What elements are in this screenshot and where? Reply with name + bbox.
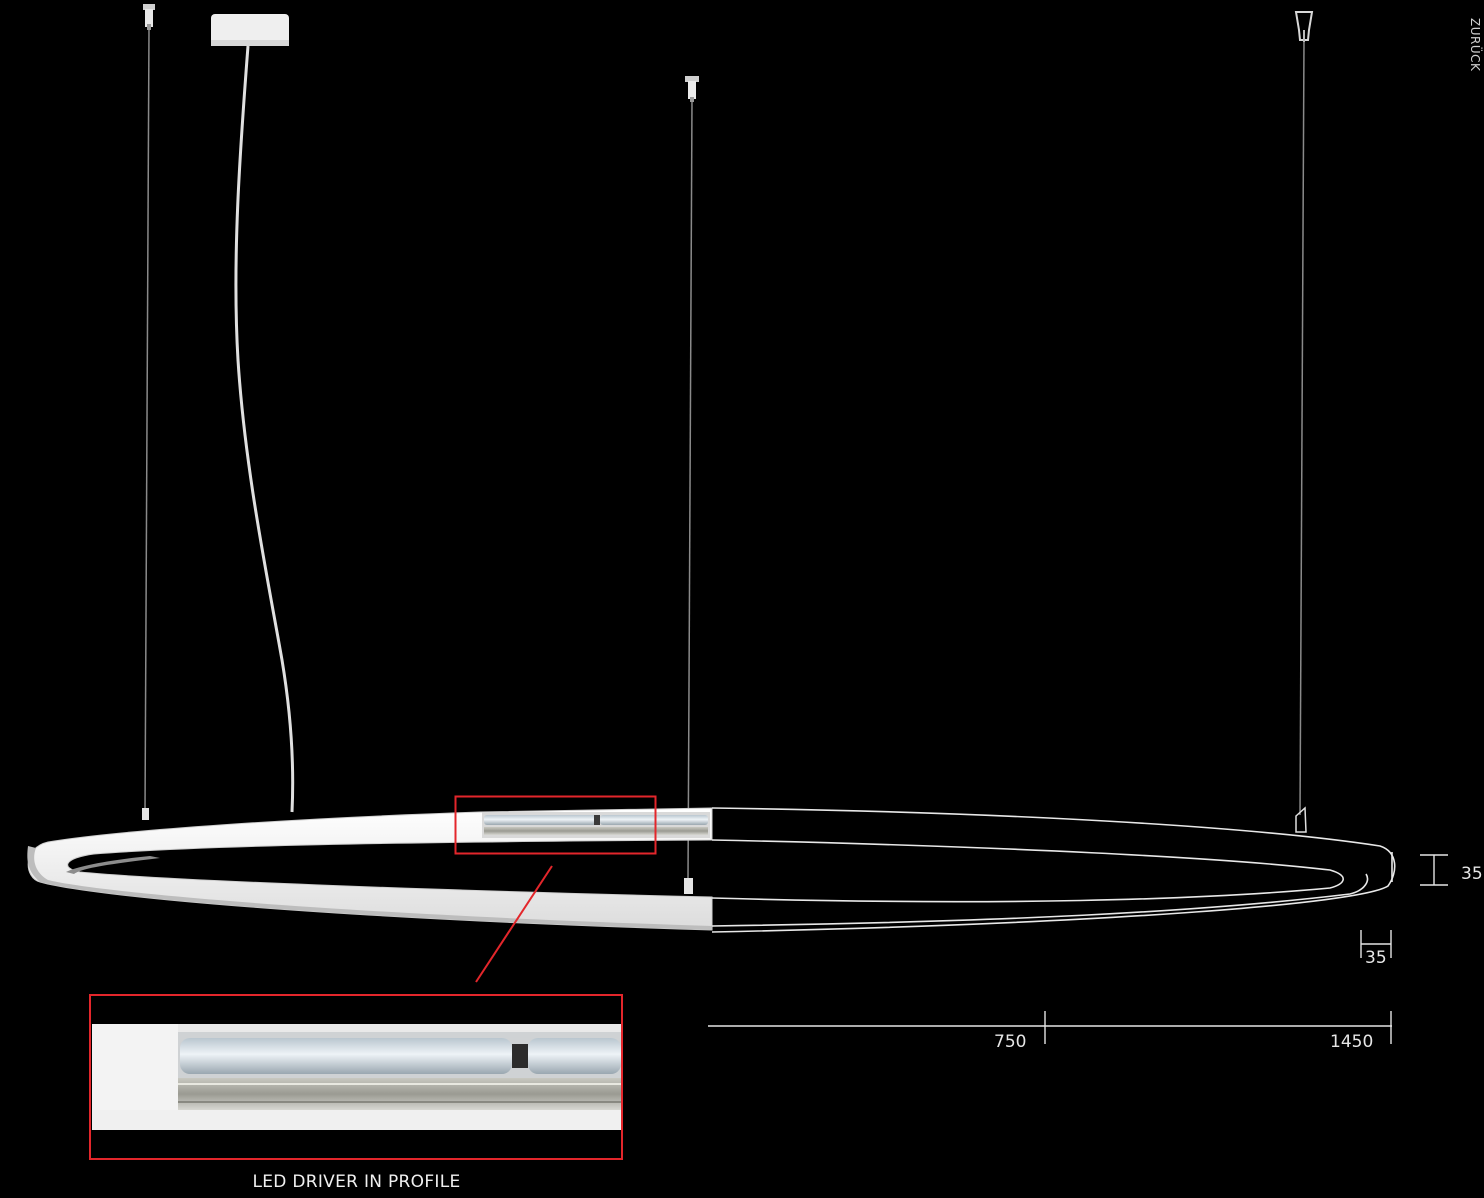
detail-inset [89,994,623,1160]
cable-left [144,27,150,813]
dimension-profile-width [1360,930,1392,958]
dimension-diameter [708,1011,1392,1044]
ring-attachment-right [1295,806,1307,833]
cable-gripper-right [1294,11,1314,42]
cable-gripper-center [685,76,699,102]
height-dimension-label: 35 [1461,864,1483,884]
detail-connector-line [475,865,553,983]
profile-width-dimension-label: 35 [1365,948,1387,968]
detail-caption: LED DRIVER IN PROFILE [252,1172,461,1192]
led-driver-tube-1 [180,1038,512,1074]
back-link[interactable]: ZURÜCK [1466,18,1484,72]
driver-in-ring [482,812,710,838]
detail-highlight-frame [89,994,623,1160]
cable-gripper-left [143,4,155,30]
cable-right [1299,39,1305,816]
power-cord [234,45,295,813]
ring-luminaire [27,806,1396,933]
driver-highlight-frame [454,795,657,855]
ceiling-fittings [143,4,1314,102]
ceiling-canopy [211,14,289,46]
led-driver-tube-2 [528,1038,621,1074]
back-link-label: ZURÜCK [1468,18,1482,72]
radius-dimension-label: 750 [994,1032,1026,1052]
ring-outline-half [711,807,1396,933]
cable-center [687,99,693,881]
led-driver-connector [512,1044,528,1068]
dimension-height [1420,854,1448,886]
ring-attachment-left [142,808,149,820]
ring-attachment-center [684,878,693,894]
diameter-dimension-label: 1450 [1330,1032,1373,1052]
suspension-cables [144,27,1305,881]
